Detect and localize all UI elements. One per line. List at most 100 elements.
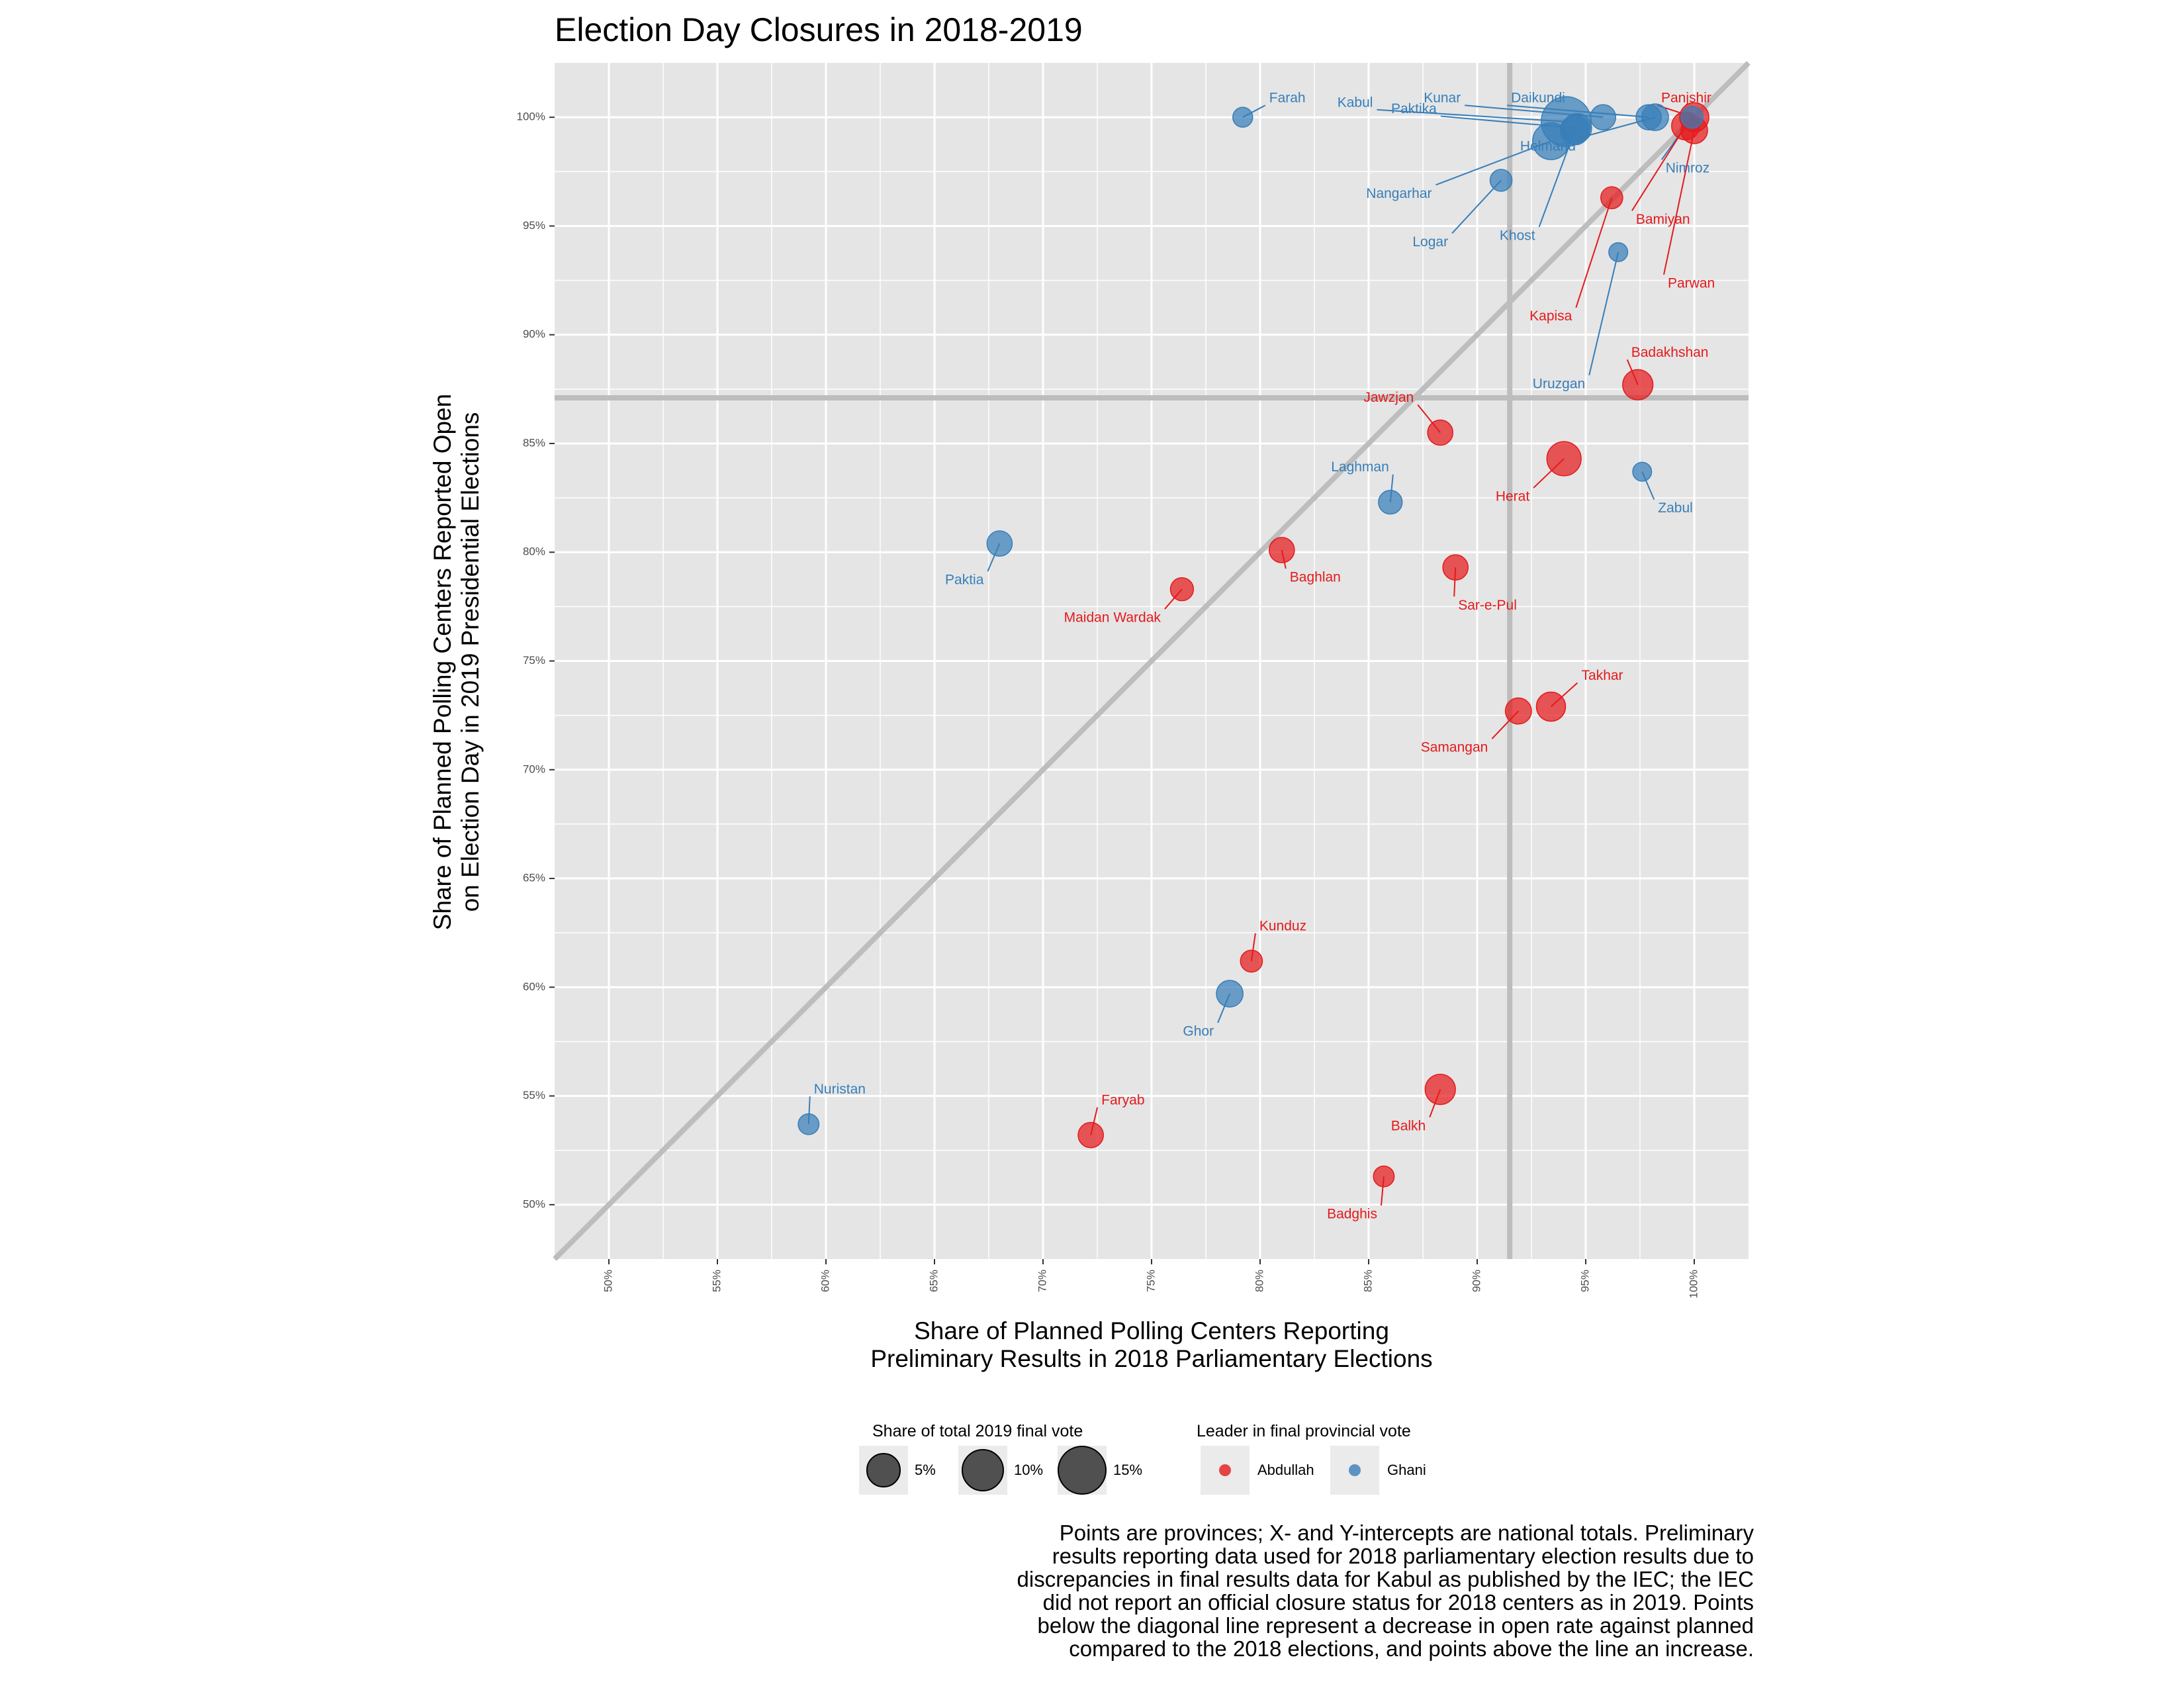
point-leader-line bbox=[1631, 125, 1686, 211]
point-label: Farah bbox=[1269, 91, 1306, 106]
size-legend-dot bbox=[1058, 1445, 1107, 1495]
point-label: Kunduz bbox=[1259, 918, 1306, 933]
y-axis-title-line-2: on Election Day in 2019 Presidential Ele… bbox=[457, 412, 484, 912]
x-tick-label: 80% bbox=[1253, 1270, 1265, 1292]
x-tick-label: 100% bbox=[1687, 1270, 1700, 1298]
point-label: Laghman bbox=[1331, 459, 1389, 475]
point-label: Nuristan bbox=[814, 1082, 866, 1097]
data-point bbox=[1600, 186, 1623, 210]
point-label: Bamiyan bbox=[1636, 212, 1690, 227]
x-axis-title-line-1: Share of Planned Polling Centers Reporti… bbox=[914, 1317, 1389, 1344]
size-legend-title: Share of total 2019 final vote bbox=[872, 1422, 1083, 1440]
data-point bbox=[1427, 419, 1454, 446]
x-axis-title: Share of Planned Polling Centers Reporti… bbox=[870, 1317, 1432, 1373]
data-point bbox=[1635, 104, 1662, 130]
data-point bbox=[1424, 1074, 1456, 1105]
point-leader-line bbox=[1377, 109, 1567, 122]
chart-title: Election Day Closures in 2018-2019 bbox=[555, 11, 1083, 48]
y-axis-title: Share of Planned Polling Centers Reporte… bbox=[429, 394, 484, 930]
point-label: Kapisa bbox=[1529, 308, 1572, 324]
point-label: Parwan bbox=[1668, 275, 1715, 291]
point-leader-line bbox=[1575, 197, 1613, 308]
point-label: Logar bbox=[1412, 234, 1448, 250]
chart-caption: Points are provinces; X- and Y-intercept… bbox=[900, 1521, 1754, 1660]
size-legend-label: 15% bbox=[1113, 1462, 1143, 1478]
data-point bbox=[1169, 577, 1195, 602]
color-legend-dot bbox=[1219, 1464, 1231, 1476]
data-point bbox=[1632, 461, 1653, 482]
point-leader-line bbox=[1663, 130, 1695, 275]
caption-line: compared to the 2018 elections, and poin… bbox=[1069, 1636, 1754, 1661]
y-tick-label: 50% bbox=[523, 1197, 545, 1210]
y-tick-label: 55% bbox=[523, 1089, 545, 1102]
size-legend-dot bbox=[961, 1448, 1005, 1492]
y-tick-label: 100% bbox=[517, 111, 545, 123]
point-label: Nangarhar bbox=[1366, 186, 1432, 201]
x-tick-label: 85% bbox=[1361, 1270, 1374, 1292]
size-legend-key bbox=[1058, 1445, 1107, 1495]
point-label: Uruzgan bbox=[1533, 376, 1585, 391]
x-tick-label: 70% bbox=[1036, 1270, 1048, 1292]
point-label: Badghis bbox=[1327, 1207, 1377, 1222]
y-tick-label: 90% bbox=[523, 328, 545, 340]
point-label: Daikundi bbox=[1511, 91, 1565, 106]
point-leader-line bbox=[1435, 140, 1551, 186]
data-point bbox=[1489, 169, 1513, 192]
data-point bbox=[1442, 554, 1469, 581]
point-label: Balkh bbox=[1391, 1118, 1426, 1133]
point-leader-line bbox=[1451, 179, 1502, 234]
color-legend-key bbox=[1330, 1446, 1379, 1495]
point-label: Khost bbox=[1500, 228, 1535, 243]
data-point bbox=[1373, 1165, 1395, 1188]
point-label: Kabul bbox=[1338, 95, 1373, 110]
data-point bbox=[1559, 115, 1590, 146]
point-label: Helmand bbox=[1520, 139, 1576, 154]
point-label: Takhar bbox=[1582, 668, 1623, 683]
data-point bbox=[1590, 104, 1617, 130]
color-legend-key bbox=[1201, 1446, 1250, 1495]
x-tick-label: 95% bbox=[1578, 1270, 1591, 1292]
reference-lines bbox=[553, 61, 1751, 1261]
x-tick-label: 90% bbox=[1470, 1270, 1482, 1292]
point-label: Paktia bbox=[945, 573, 984, 588]
data-point bbox=[1232, 107, 1253, 128]
point-label: Herat bbox=[1496, 489, 1530, 504]
point-label: Samangan bbox=[1421, 740, 1488, 755]
color-legend-dot bbox=[1349, 1464, 1361, 1476]
point-label: Jawzjan bbox=[1363, 390, 1414, 405]
color-legend-label: Abdullah bbox=[1257, 1462, 1314, 1478]
caption-line: below the diagonal line represent a decr… bbox=[1037, 1613, 1754, 1638]
point-label: Panjshir bbox=[1661, 91, 1711, 106]
size-legend-dot bbox=[866, 1453, 901, 1487]
size-legend-key bbox=[958, 1446, 1007, 1495]
grid-lines bbox=[555, 63, 1749, 1259]
color-legend-label: Ghani bbox=[1387, 1462, 1426, 1478]
point-leader-line bbox=[1588, 252, 1619, 376]
data-point bbox=[1622, 369, 1654, 400]
size-legend-label: 5% bbox=[915, 1462, 936, 1478]
data-point bbox=[1680, 105, 1704, 129]
data-point bbox=[986, 530, 1013, 557]
y-tick-label: 60% bbox=[523, 980, 545, 993]
point-label: Zabul bbox=[1658, 500, 1693, 516]
diagonal-parity-line bbox=[553, 61, 1751, 1261]
y-tick-label: 70% bbox=[523, 763, 545, 775]
data-point bbox=[1216, 980, 1244, 1008]
y-tick-label: 65% bbox=[523, 872, 545, 884]
x-tick-label: 55% bbox=[710, 1270, 723, 1292]
data-point bbox=[1268, 537, 1295, 563]
caption-line: discrepancies in final results data for … bbox=[1017, 1567, 1754, 1591]
data-point bbox=[1546, 441, 1582, 477]
point-label: Sar-e-Pul bbox=[1458, 598, 1517, 613]
y-axis-title-line-1: Share of Planned Polling Centers Reporte… bbox=[429, 393, 456, 931]
point-label: Nimroz bbox=[1666, 161, 1710, 176]
y-tick-label: 80% bbox=[523, 545, 545, 558]
data-point bbox=[797, 1113, 820, 1135]
caption-line: did not report an official closure statu… bbox=[1042, 1590, 1754, 1615]
y-tick-label: 85% bbox=[523, 436, 545, 449]
axis-ticks: 50% 55% 60% 65% 70% 75% 80% 85% 90% 95% 100% 50% 55%… bbox=[517, 111, 1700, 1299]
point-label: Baghlan bbox=[1290, 569, 1341, 585]
point-label: Badakhshan bbox=[1631, 345, 1709, 360]
